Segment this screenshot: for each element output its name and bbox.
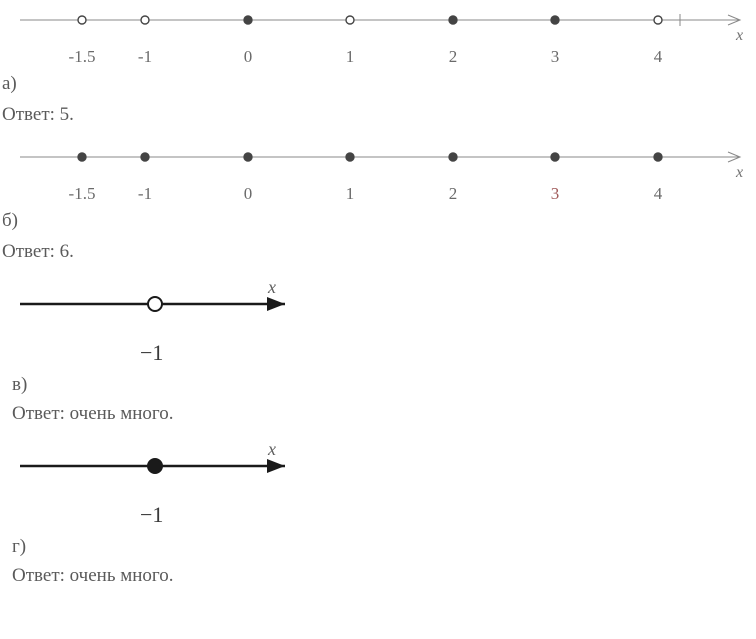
part-a: x -1.5-101234 а) Ответ: 5. bbox=[0, 0, 756, 127]
svg-text:x: x bbox=[735, 164, 743, 181]
numberline-a: x bbox=[0, 0, 756, 44]
item-label-g: г) bbox=[10, 535, 756, 560]
answer-a: Ответ: 5. bbox=[0, 103, 756, 128]
item-label-v: в) bbox=[10, 373, 756, 398]
numberline-b: x bbox=[0, 137, 756, 181]
numberline-b-labels: -1.5-101234 bbox=[0, 181, 756, 209]
svg-text:x: x bbox=[735, 27, 743, 44]
answer-b: Ответ: 6. bbox=[0, 240, 756, 265]
ray-v-label: −1 bbox=[140, 339, 163, 368]
ray-v-label-wrap: −1 bbox=[10, 329, 310, 368]
ray-v: x bbox=[10, 279, 310, 329]
ray-g-label: −1 bbox=[140, 501, 163, 530]
ray-g: x bbox=[10, 441, 310, 491]
svg-text:x: x bbox=[267, 441, 276, 459]
ray-g-label-wrap: −1 bbox=[10, 491, 310, 530]
part-b: x -1.5-101234 б) Ответ: 6. bbox=[0, 137, 756, 264]
part-g: x −1 г) Ответ: очень много. bbox=[0, 441, 756, 589]
answer-v: Ответ: очень много. bbox=[10, 402, 756, 427]
svg-text:x: x bbox=[267, 279, 276, 297]
part-v: x −1 в) Ответ: очень много. bbox=[0, 279, 756, 427]
answer-g: Ответ: очень много. bbox=[10, 564, 756, 589]
item-label-a: а) bbox=[0, 72, 756, 97]
numberline-a-labels: -1.5-101234 bbox=[0, 44, 756, 72]
item-label-b: б) bbox=[0, 209, 756, 234]
